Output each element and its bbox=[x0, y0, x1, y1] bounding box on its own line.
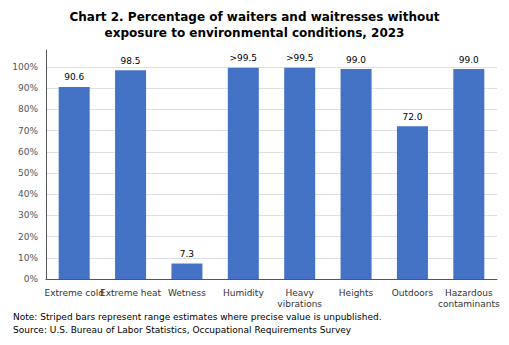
svg-text:Outdoors: Outdoors bbox=[392, 288, 434, 298]
svg-text:99.0: 99.0 bbox=[459, 55, 479, 65]
svg-text:Note: Striped bars represent r: Note: Striped bars represent range estim… bbox=[13, 312, 382, 322]
svg-text:100%: 100% bbox=[12, 62, 38, 72]
svg-text:exposure to environmental cond: exposure to environmental conditions, 20… bbox=[105, 26, 405, 40]
svg-text:Extreme heat: Extreme heat bbox=[100, 288, 162, 298]
svg-text:Heavy: Heavy bbox=[285, 288, 314, 298]
svg-text:Humidity: Humidity bbox=[223, 288, 264, 298]
svg-text:98.5: 98.5 bbox=[121, 56, 141, 66]
svg-text:contaminants: contaminants bbox=[438, 299, 500, 309]
svg-text:90%: 90% bbox=[18, 83, 38, 93]
svg-text:Chart 2. Percentage of waiters: Chart 2. Percentage of waiters and waitr… bbox=[69, 10, 439, 24]
svg-text:>99.5: >99.5 bbox=[286, 53, 314, 63]
svg-text:30%: 30% bbox=[18, 210, 38, 220]
svg-text:72.0: 72.0 bbox=[402, 112, 422, 122]
svg-text:99.0: 99.0 bbox=[346, 55, 366, 65]
svg-text:80%: 80% bbox=[18, 104, 38, 114]
svg-text:Source: U.S. Bureau of Labor S: Source: U.S. Bureau of Labor Statistics,… bbox=[13, 325, 352, 335]
svg-text:Heights: Heights bbox=[339, 288, 374, 298]
svg-text:>99.5: >99.5 bbox=[230, 53, 258, 63]
svg-text:20%: 20% bbox=[18, 232, 38, 242]
svg-text:0%: 0% bbox=[24, 274, 39, 284]
svg-text:10%: 10% bbox=[18, 253, 38, 263]
svg-text:40%: 40% bbox=[18, 189, 38, 199]
svg-text:70%: 70% bbox=[18, 126, 38, 136]
svg-text:60%: 60% bbox=[18, 147, 38, 157]
svg-text:7.3: 7.3 bbox=[180, 249, 194, 259]
svg-text:Extreme cold: Extreme cold bbox=[44, 288, 103, 298]
svg-text:vibrations: vibrations bbox=[277, 299, 322, 309]
svg-text:Wetness: Wetness bbox=[168, 288, 206, 298]
svg-text:Hazardous: Hazardous bbox=[445, 288, 493, 298]
svg-text:90.6: 90.6 bbox=[64, 72, 84, 82]
svg-text:50%: 50% bbox=[18, 168, 38, 178]
